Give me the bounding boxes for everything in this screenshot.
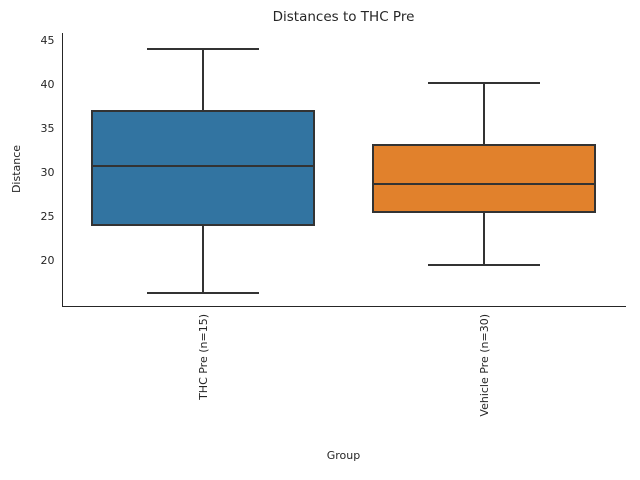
upper-whisker xyxy=(202,48,204,111)
lower-whisker-cap xyxy=(427,263,541,266)
x-tick-label-text: Vehicle Pre (n=30) xyxy=(477,314,491,417)
y-tick-label: 40 xyxy=(40,77,55,91)
y-tick-label: 30 xyxy=(40,166,55,180)
lower-whisker-cap xyxy=(146,291,260,294)
upper-whisker-cap xyxy=(427,82,541,85)
lower-whisker xyxy=(202,225,204,293)
upper-whisker-cap xyxy=(146,47,260,50)
y-tick-label: 35 xyxy=(40,121,55,135)
y-tick-label: 25 xyxy=(40,210,55,224)
iqr-box xyxy=(371,143,597,213)
iqr-box xyxy=(90,110,316,226)
upper-whisker xyxy=(483,83,485,144)
y-tick-label: 20 xyxy=(40,254,55,268)
y-tick-label: 45 xyxy=(40,33,55,47)
lower-whisker xyxy=(483,212,485,265)
x-tick-label-text: THC Pre (n=15) xyxy=(196,314,210,400)
median-line xyxy=(90,164,316,167)
x-axis-label: Group xyxy=(326,449,361,462)
chart-title: Distances to THC Pre xyxy=(272,9,415,25)
median-line xyxy=(371,182,597,185)
